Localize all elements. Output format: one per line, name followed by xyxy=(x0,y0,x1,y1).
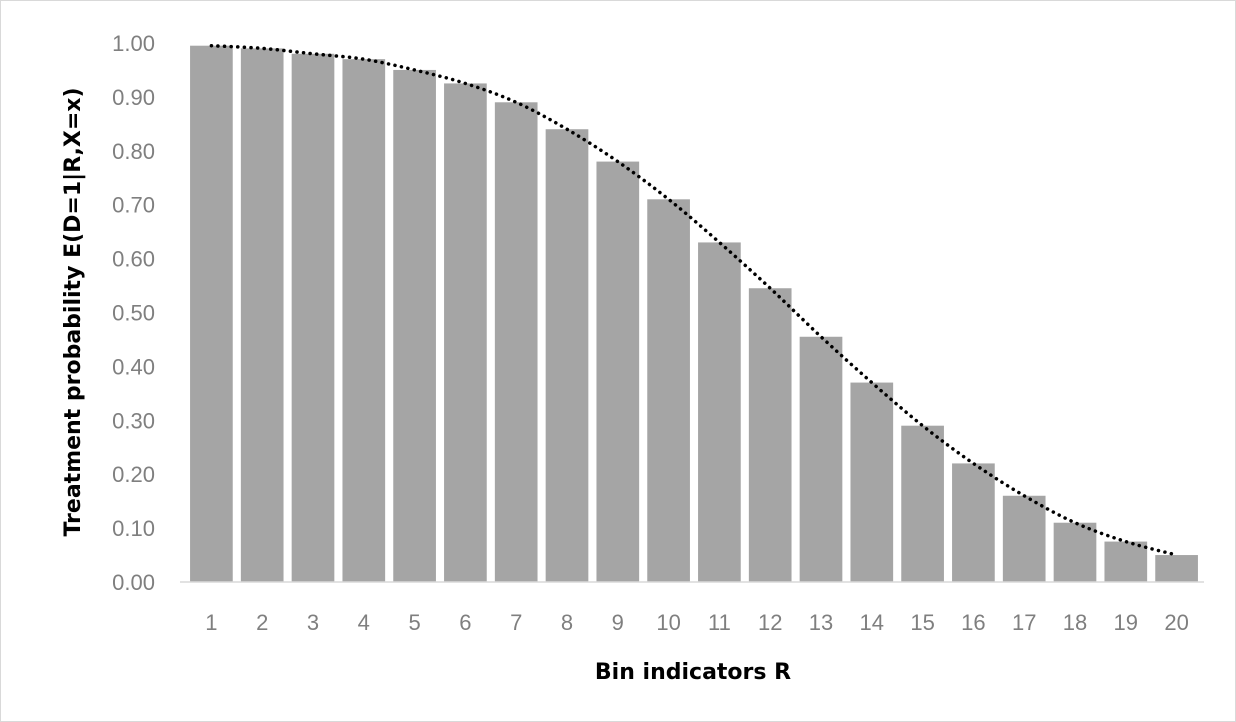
x-tick-label: 17 xyxy=(1012,610,1036,635)
bar xyxy=(850,382,894,582)
bar xyxy=(1053,522,1097,582)
x-tick-label: 19 xyxy=(1114,610,1138,635)
bar xyxy=(342,59,386,583)
bar xyxy=(698,242,741,582)
y-tick-labels: 0.00 0.10 0.20 0.30 0.40 0.50 0.60 0.70 0.80 0.90… xyxy=(112,31,155,595)
bar xyxy=(240,48,284,582)
bar xyxy=(596,161,640,582)
x-tick-label: 20 xyxy=(1164,610,1188,635)
x-tick-label: 4 xyxy=(358,610,370,635)
x-tick-label: 13 xyxy=(809,610,833,635)
y-tick-label: 1.00 xyxy=(112,31,155,56)
x-axis-title: Bin indicators R xyxy=(595,660,791,685)
y-tick-label: 0.70 xyxy=(112,193,155,218)
y-tick-label: 0.40 xyxy=(112,354,155,379)
bar xyxy=(748,288,792,582)
x-tick-label: 18 xyxy=(1063,610,1087,635)
bar xyxy=(545,129,589,583)
x-tick-label: 7 xyxy=(510,610,522,635)
y-tick-label: 0.80 xyxy=(112,139,155,164)
trendline xyxy=(209,43,1179,557)
bar xyxy=(291,53,335,582)
y-tick-label: 0.20 xyxy=(112,462,155,487)
x-tick-label: 5 xyxy=(408,610,420,635)
y-tick-label: 0.00 xyxy=(112,570,155,595)
bar xyxy=(952,463,995,582)
bar xyxy=(494,102,538,582)
bar xyxy=(444,83,487,583)
x-tick-label: 15 xyxy=(910,610,934,635)
x-tick-label: 9 xyxy=(612,610,624,635)
y-tick-label: 0.50 xyxy=(112,301,155,326)
bar xyxy=(1155,555,1198,582)
x-tick-label: 3 xyxy=(307,610,319,635)
x-tick-label: 2 xyxy=(256,610,268,635)
y-tick-label: 0.90 xyxy=(112,85,155,110)
bar xyxy=(1002,495,1046,582)
bar xyxy=(190,45,233,582)
x-tick-labels: 1 2 3 4 5 6 7 8 9 10 11 12 13 14 15 16 17 18 19 20 xyxy=(205,610,1189,635)
x-tick-label: 12 xyxy=(758,610,782,635)
y-tick-label: 0.30 xyxy=(112,408,155,433)
x-tick-label: 11 xyxy=(708,610,731,635)
bar-series xyxy=(190,45,1198,583)
y-tick-label: 0.60 xyxy=(112,247,155,272)
x-tick-label: 16 xyxy=(961,610,985,635)
bar xyxy=(799,336,843,582)
y-tick-label: 0.10 xyxy=(112,516,155,541)
x-tick-label: 1 xyxy=(205,610,217,635)
bar xyxy=(393,69,436,582)
y-axis-title: Treatment probability E(D=1|R,X=x) xyxy=(61,87,86,536)
x-tick-label: 8 xyxy=(561,610,573,635)
bar xyxy=(1104,541,1148,582)
x-tick-label: 14 xyxy=(860,610,884,635)
bar xyxy=(901,425,944,582)
bar xyxy=(647,199,690,582)
x-tick-label: 10 xyxy=(656,610,680,635)
x-tick-label: 6 xyxy=(459,610,471,635)
